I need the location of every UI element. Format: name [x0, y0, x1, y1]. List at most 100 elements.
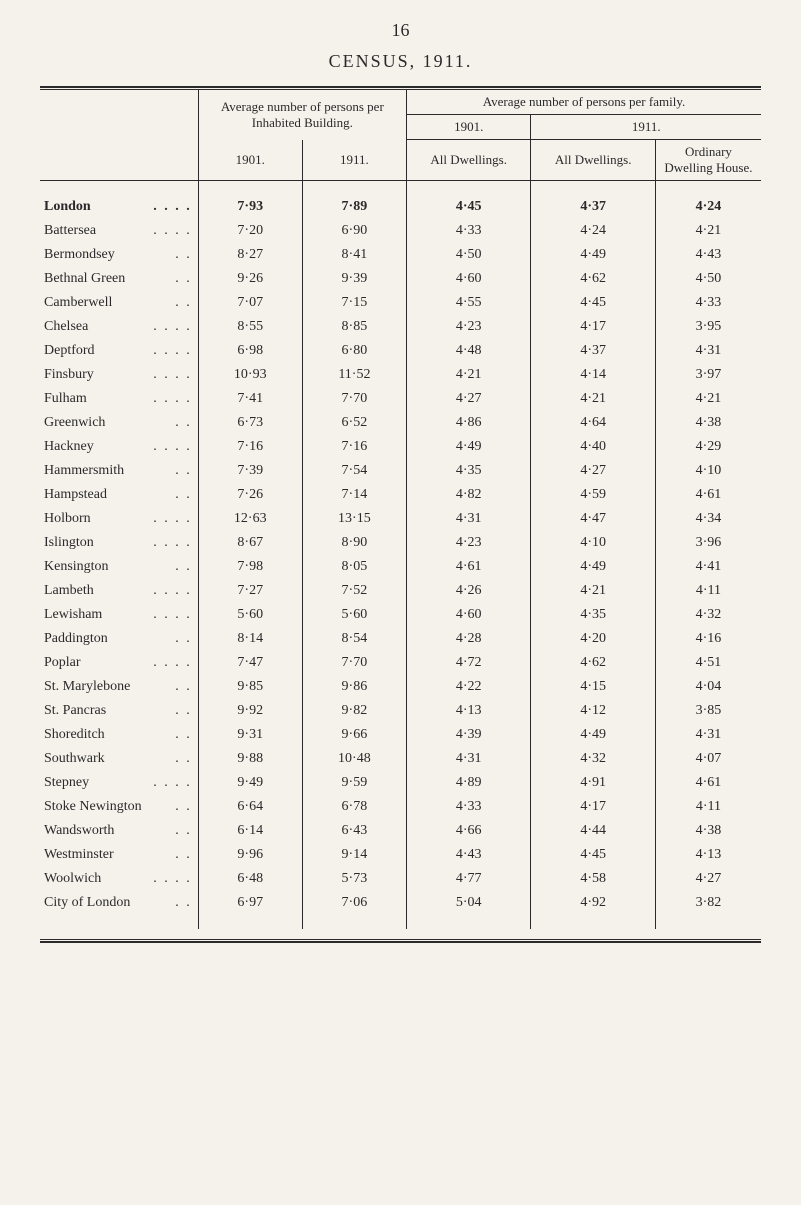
value-cell: 4·21 [655, 387, 761, 411]
locality-cell: Islington. . . . [40, 531, 198, 555]
locality-cell: Lambeth. . . . [40, 579, 198, 603]
value-cell: 4·59 [531, 483, 655, 507]
locality-cell: Greenwich . . [40, 411, 198, 435]
table-row: Southwark . .9·8810·484·314·324·07 [40, 747, 761, 771]
value-cell: 4·50 [655, 267, 761, 291]
value-cell: 4·43 [406, 843, 530, 867]
value-cell: 9·14 [302, 843, 406, 867]
locality-cell: Paddington . . [40, 627, 198, 651]
value-cell: 6·48 [198, 867, 302, 891]
table-row: Holborn. . . .12·6313·154·314·474·34 [40, 507, 761, 531]
value-cell: 4·27 [406, 387, 530, 411]
locality-cell: Deptford. . . . [40, 339, 198, 363]
value-cell: 7·98 [198, 555, 302, 579]
locality-cell: Shoreditch . . [40, 723, 198, 747]
value-cell: 7·16 [302, 435, 406, 459]
value-cell: 9·88 [198, 747, 302, 771]
table-row: St. Pancras . .9·929·824·134·123·85 [40, 699, 761, 723]
value-cell: 8·41 [302, 243, 406, 267]
value-cell: 4·11 [655, 795, 761, 819]
value-cell: 4·33 [655, 291, 761, 315]
header-avg-persons: Average number of persons per Inhabited … [198, 90, 406, 140]
table-row: Kensington . .7·988·054·614·494·41 [40, 555, 761, 579]
value-cell: 6·64 [198, 795, 302, 819]
value-cell: 13·15 [302, 507, 406, 531]
header-family-1911: 1911. [531, 115, 761, 140]
value-cell: 4·40 [531, 435, 655, 459]
header-avg-family: Average number of persons per family. [406, 90, 761, 115]
locality-cell: Stoke Newington. . [40, 795, 198, 819]
table-row: Hammersmith . .7·397·544·354·274·10 [40, 459, 761, 483]
value-cell: 4·27 [531, 459, 655, 483]
value-cell: 5·60 [198, 603, 302, 627]
table-row: Lambeth. . . .7·277·524·264·214·11 [40, 579, 761, 603]
value-cell: 4·66 [406, 819, 530, 843]
value-cell: 4·49 [406, 435, 530, 459]
value-cell: 4·33 [406, 219, 530, 243]
value-cell: 7·20 [198, 219, 302, 243]
value-cell: 4·37 [531, 195, 655, 219]
value-cell: 9·96 [198, 843, 302, 867]
table-row: St. Marylebone . .9·859·864·224·154·04 [40, 675, 761, 699]
table-row: Woolwich. . . .6·485·734·774·584·27 [40, 867, 761, 891]
header-ordinary: Ordinary Dwelling House. [655, 140, 761, 181]
value-cell: 4·23 [406, 531, 530, 555]
locality-cell: Fulham. . . . [40, 387, 198, 411]
value-cell: 4·35 [531, 603, 655, 627]
value-cell: 4·10 [531, 531, 655, 555]
value-cell: 6·14 [198, 819, 302, 843]
value-cell: 4·23 [406, 315, 530, 339]
value-cell: 7·15 [302, 291, 406, 315]
value-cell: 4·37 [531, 339, 655, 363]
value-cell: 4·49 [531, 555, 655, 579]
value-cell: 4·47 [531, 507, 655, 531]
value-cell: 7·07 [198, 291, 302, 315]
value-cell: 5·73 [302, 867, 406, 891]
value-cell: 7·26 [198, 483, 302, 507]
value-cell: 9·49 [198, 771, 302, 795]
value-cell: 9·31 [198, 723, 302, 747]
value-cell: 4·45 [531, 291, 655, 315]
table-row: Stoke Newington. .6·646·784·334·174·11 [40, 795, 761, 819]
header-all-dwellings-1901: All Dwellings. [406, 140, 530, 181]
table-row: Finsbury. . . .10·9311·524·214·143·97 [40, 363, 761, 387]
locality-cell: Holborn. . . . [40, 507, 198, 531]
value-cell: 3·95 [655, 315, 761, 339]
value-cell: 4·34 [655, 507, 761, 531]
table-row: Hampstead . .7·267·144·824·594·61 [40, 483, 761, 507]
value-cell: 4·92 [531, 891, 655, 915]
table-row: Bethnal Green . .9·269·394·604·624·50 [40, 267, 761, 291]
locality-cell: Hammersmith . . [40, 459, 198, 483]
table-row: Wandsworth . .6·146·434·664·444·38 [40, 819, 761, 843]
table-row: Battersea. . . .7·206·904·334·244·21 [40, 219, 761, 243]
locality-cell: Camberwell . . [40, 291, 198, 315]
value-cell: 4·16 [655, 627, 761, 651]
table-row: Westminster . .9·969·144·434·454·13 [40, 843, 761, 867]
locality-cell: Battersea. . . . [40, 219, 198, 243]
value-cell: 4·64 [531, 411, 655, 435]
table-row: Paddington . .8·148·544·284·204·16 [40, 627, 761, 651]
locality-cell: Finsbury. . . . [40, 363, 198, 387]
value-cell: 5·04 [406, 891, 530, 915]
value-cell: 7·06 [302, 891, 406, 915]
value-cell: 7·70 [302, 387, 406, 411]
value-cell: 9·39 [302, 267, 406, 291]
census-table: Average number of persons per Inhabited … [40, 90, 761, 929]
table-row: Fulham. . . .7·417·704·274·214·21 [40, 387, 761, 411]
value-cell: 4·82 [406, 483, 530, 507]
locality-cell: Southwark . . [40, 747, 198, 771]
value-cell: 4·21 [531, 579, 655, 603]
value-cell: 4·51 [655, 651, 761, 675]
value-cell: 9·26 [198, 267, 302, 291]
value-cell: 7·41 [198, 387, 302, 411]
value-cell: 4·89 [406, 771, 530, 795]
value-cell: 4·20 [531, 627, 655, 651]
header-persons-1911: 1911. [302, 140, 406, 181]
table-row: London. . . .7·937·894·454·374·24 [40, 195, 761, 219]
value-cell: 8·14 [198, 627, 302, 651]
locality-cell: Bethnal Green . . [40, 267, 198, 291]
census-table-body: London. . . .7·937·894·454·374·24Batters… [40, 181, 761, 929]
value-cell: 7·70 [302, 651, 406, 675]
value-cell: 4·29 [655, 435, 761, 459]
value-cell: 4·31 [655, 339, 761, 363]
